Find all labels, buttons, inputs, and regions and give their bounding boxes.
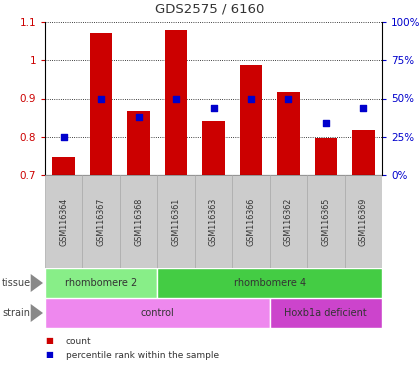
Bar	[165, 30, 187, 175]
Bar	[45, 175, 82, 268]
Text: ■: ■	[45, 336, 53, 346]
Bar	[52, 157, 75, 175]
Bar	[307, 175, 344, 268]
Point	[247, 96, 254, 102]
Text: ■: ■	[45, 351, 53, 359]
Text: GSM116364: GSM116364	[59, 197, 68, 246]
Text: GSM116367: GSM116367	[97, 197, 106, 246]
Text: percentile rank within the sample: percentile rank within the sample	[66, 351, 219, 359]
Bar	[344, 175, 382, 268]
Bar	[45, 298, 270, 328]
Bar	[270, 175, 307, 268]
Bar	[270, 298, 382, 328]
Text: GSM116366: GSM116366	[247, 197, 255, 246]
Polygon shape	[31, 304, 43, 322]
Bar	[277, 92, 299, 175]
Text: GSM116363: GSM116363	[209, 197, 218, 246]
Bar	[232, 175, 270, 268]
Text: GDS2575 / 6160: GDS2575 / 6160	[155, 3, 265, 16]
Bar	[90, 33, 113, 175]
Text: GSM116369: GSM116369	[359, 197, 368, 246]
Text: Hoxb1a deficient: Hoxb1a deficient	[284, 308, 367, 318]
Point	[135, 114, 142, 120]
Point	[210, 104, 217, 111]
Bar	[202, 121, 225, 175]
Text: control: control	[140, 308, 174, 318]
Bar	[240, 65, 262, 175]
Text: rhombomere 4: rhombomere 4	[234, 278, 306, 288]
Text: count: count	[66, 336, 92, 346]
Point	[360, 104, 367, 111]
Point	[323, 120, 329, 126]
Bar	[158, 175, 195, 268]
Polygon shape	[31, 274, 43, 292]
Bar	[352, 130, 375, 175]
Point	[173, 96, 179, 102]
Text: GSM116362: GSM116362	[284, 197, 293, 246]
Point	[285, 96, 292, 102]
Text: GSM116368: GSM116368	[134, 197, 143, 246]
Text: tissue: tissue	[2, 278, 31, 288]
Bar	[127, 111, 150, 175]
Bar	[315, 137, 337, 175]
Bar	[45, 268, 158, 298]
Text: rhombomere 2: rhombomere 2	[65, 278, 137, 288]
Bar	[158, 268, 382, 298]
Text: GSM116365: GSM116365	[321, 197, 331, 246]
Bar	[82, 175, 120, 268]
Text: GSM116361: GSM116361	[171, 197, 181, 246]
Point	[60, 134, 67, 140]
Bar	[120, 175, 158, 268]
Text: strain: strain	[2, 308, 30, 318]
Bar	[195, 175, 232, 268]
Point	[98, 96, 105, 102]
